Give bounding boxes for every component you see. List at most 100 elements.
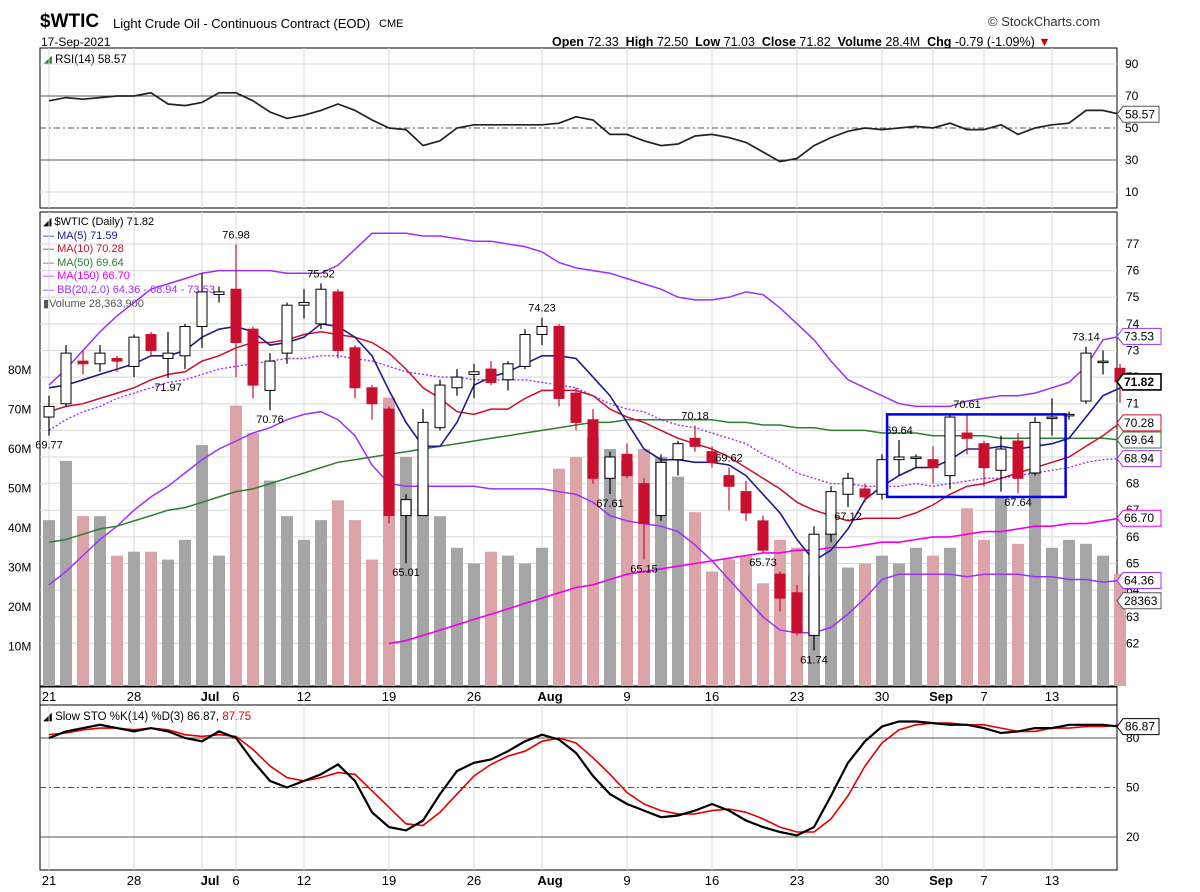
price-value-tag bbox=[1116, 414, 1162, 432]
volume-bar bbox=[1012, 543, 1024, 686]
price-annotation: 67.61 bbox=[596, 498, 624, 510]
price-annotation: 69.62 bbox=[715, 453, 743, 465]
stockcharts-credit[interactable]: © StockCharts.com bbox=[988, 14, 1101, 29]
symbol-title: $WTIC bbox=[40, 11, 100, 32]
candle-up bbox=[825, 491, 837, 535]
volume-bar bbox=[604, 449, 616, 686]
candle-down bbox=[961, 432, 973, 439]
candle-up bbox=[502, 363, 514, 381]
candle-down bbox=[706, 451, 718, 463]
date-tick-label: 13 bbox=[1045, 873, 1059, 888]
low-value: 71.03 bbox=[723, 35, 755, 49]
rsi-tick-label: 50 bbox=[1125, 121, 1139, 135]
candle-up bbox=[281, 304, 293, 354]
volume-bar bbox=[1080, 543, 1092, 686]
date-tick-label: Aug bbox=[537, 873, 562, 888]
price-annotation: 73.14 bbox=[1072, 332, 1100, 344]
price-value-label: 28363 bbox=[1124, 594, 1158, 608]
price-tick-label: 74 bbox=[1126, 317, 1140, 331]
volume-bar bbox=[536, 547, 548, 686]
candle-up bbox=[315, 288, 327, 325]
price-value-label: 66.70 bbox=[1124, 511, 1154, 525]
candle-up bbox=[1029, 421, 1041, 474]
sto-title-main: Slow STO %K(14) %D(3) 86.87, bbox=[55, 711, 220, 723]
candle-down bbox=[1012, 440, 1024, 479]
consolidation-box bbox=[885, 413, 1067, 499]
candle-up bbox=[179, 326, 191, 357]
high-value: 72.50 bbox=[656, 35, 689, 49]
volume-bar bbox=[910, 547, 922, 686]
volume-bar bbox=[740, 555, 752, 686]
sto-k-line bbox=[48, 720, 1121, 837]
volume-bar bbox=[859, 563, 871, 686]
chg-value: -0.79 (-1.09%) bbox=[954, 35, 1035, 49]
candle-up bbox=[128, 336, 140, 367]
volume-bar bbox=[213, 555, 225, 686]
volume-bar bbox=[825, 531, 837, 686]
rsi-title-text: RSI(14) 58.57 bbox=[55, 54, 127, 66]
date-tick-label: 30 bbox=[875, 689, 889, 704]
ma5-line bbox=[48, 322, 1121, 562]
date-tick-label: 26 bbox=[467, 873, 481, 888]
price-value-tag bbox=[1116, 431, 1162, 449]
volume-tick-label: 60M bbox=[8, 442, 31, 456]
price-value-label: 73.53 bbox=[1124, 329, 1154, 343]
exchange-label: CME bbox=[379, 18, 404, 30]
price-tick-label: 66 bbox=[1126, 530, 1140, 544]
instrument-description: Light Crude Oil - Continuous Contract (E… bbox=[113, 16, 371, 31]
candle-down bbox=[553, 326, 565, 399]
legend-price: ◢ $WTIC (Daily) 71.82 bbox=[43, 216, 155, 228]
candle-down bbox=[247, 328, 259, 386]
chg-label: Chg bbox=[927, 35, 952, 49]
volume-bar bbox=[162, 559, 174, 686]
price-tick-label: 77 bbox=[1126, 237, 1140, 251]
volume-tick-label: 20M bbox=[8, 600, 31, 614]
price-value-tag bbox=[1116, 509, 1162, 527]
rsi-tick-label: 30 bbox=[1125, 153, 1139, 167]
candle-down bbox=[757, 520, 769, 551]
price-legend: ◢ $WTIC (Daily) 71.82 — MA(5) 71.59 — MA… bbox=[43, 216, 215, 311]
date-tick-label: 26 bbox=[467, 689, 481, 704]
candle-up bbox=[298, 302, 310, 306]
candle-down bbox=[638, 483, 650, 525]
price-tick-label: 65 bbox=[1126, 557, 1140, 571]
candle-up bbox=[995, 448, 1007, 471]
volume-bar bbox=[689, 512, 701, 686]
volume-bar bbox=[1114, 573, 1126, 686]
volume-bar bbox=[60, 460, 72, 686]
candle-up bbox=[808, 533, 820, 636]
volume-bar bbox=[281, 516, 293, 686]
candle-up bbox=[910, 456, 922, 459]
volume-bar bbox=[451, 547, 463, 686]
price-annotation: 70.61 bbox=[953, 399, 981, 411]
candle-up bbox=[655, 461, 667, 517]
candle-up bbox=[417, 421, 429, 517]
candle-down bbox=[77, 360, 89, 365]
date-tick-label: 12 bbox=[297, 873, 311, 888]
price-tick-label: 75 bbox=[1126, 290, 1140, 304]
candle-up bbox=[672, 443, 684, 461]
volume-bar bbox=[757, 583, 769, 686]
date-tick-label: 28 bbox=[127, 689, 141, 704]
candle-up bbox=[400, 499, 412, 517]
candle-down bbox=[621, 453, 633, 477]
date-tick-label: 30 bbox=[875, 873, 889, 888]
volume-bar bbox=[995, 496, 1007, 686]
date-tick-label: 16 bbox=[705, 689, 719, 704]
price-annotation: 65.15 bbox=[630, 564, 658, 576]
price-tick-label: 76 bbox=[1126, 264, 1140, 278]
price-value-label: 71.82 bbox=[1124, 375, 1154, 389]
price-annotation: 65.01 bbox=[392, 567, 420, 579]
high-label: High bbox=[625, 35, 654, 49]
candle-up bbox=[1046, 416, 1058, 420]
volume-tick-label: 30M bbox=[8, 561, 31, 575]
volume-tick-label: 50M bbox=[8, 482, 31, 496]
rsi-tick-label: 90 bbox=[1125, 57, 1139, 71]
volume-bar bbox=[978, 539, 990, 686]
price-tick-label: 68 bbox=[1126, 477, 1140, 491]
date-tick-label: 23 bbox=[790, 689, 804, 704]
sto-tick-label: 20 bbox=[1126, 830, 1140, 844]
volume-bar bbox=[1097, 555, 1109, 686]
volume-bar bbox=[264, 480, 276, 686]
volume-bar bbox=[230, 405, 242, 686]
